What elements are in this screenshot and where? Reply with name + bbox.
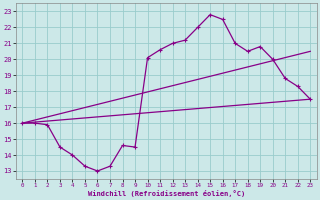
X-axis label: Windchill (Refroidissement éolien,°C): Windchill (Refroidissement éolien,°C) xyxy=(88,190,245,197)
